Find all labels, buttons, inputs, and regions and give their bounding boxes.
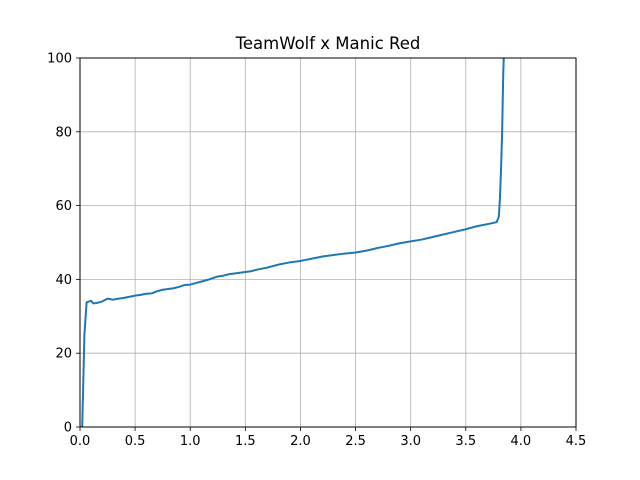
y-tick-label: 20	[55, 347, 72, 362]
x-tick-label: 0.0	[70, 434, 91, 449]
axis-ticks: 0.0 0.5 1.0 1.5 2.0 2.5 3.0 3.5 4.0 4.5 0 20 40 60 80 1…	[47, 52, 586, 450]
series-layer	[81, 58, 505, 427]
x-tick-label: 1.5	[235, 434, 256, 449]
y-tick-label: 100	[47, 52, 72, 67]
y-tick-label: 80	[55, 125, 72, 140]
x-tick-label: 4.5	[566, 434, 587, 449]
x-tick-label: 2.5	[345, 434, 366, 449]
chart-title: TeamWolf x Manic Red	[235, 34, 421, 53]
series-line-0	[81, 58, 505, 427]
x-tick-label: 3.5	[455, 434, 476, 449]
x-tick-label: 3.0	[400, 434, 421, 449]
x-tick-label: 0.5	[125, 434, 146, 449]
y-tick-label: 60	[55, 199, 72, 214]
y-tick-label: 0	[64, 421, 72, 436]
x-tick-label: 4.0	[511, 434, 532, 449]
x-tick-label: 2.0	[290, 434, 311, 449]
y-tick-label: 40	[55, 273, 72, 288]
plot-frame	[79, 57, 577, 428]
x-tick-label: 1.0	[180, 434, 201, 449]
